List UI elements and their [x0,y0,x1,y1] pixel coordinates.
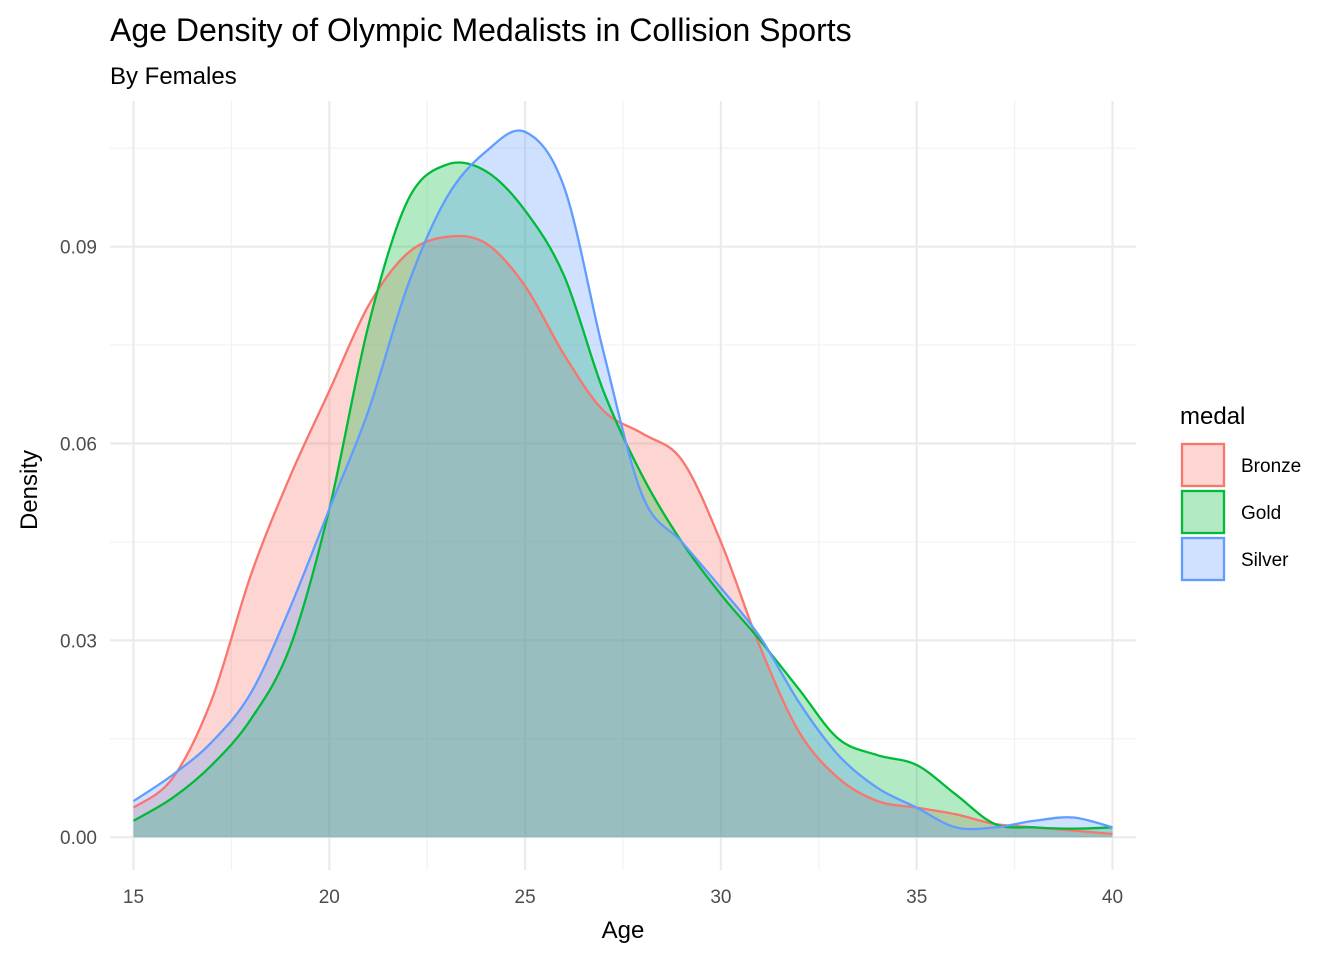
axis-ticks: 15 20 25 30 35 40 0.00 0.03 0.06 0.09 [60,238,1123,908]
legend-label-silver: Silver [1241,550,1289,571]
y-tick-label: 0.09 [60,238,97,259]
chart-subtitle: By Females [110,63,237,90]
x-tick-label: 20 [319,887,340,908]
y-axis-title: Density [16,450,43,530]
density-line-gold [132,161,1113,830]
density-area-silver [133,130,1113,838]
legend-title: medal [1180,403,1245,430]
density-area-bronze [133,235,1113,838]
density-area-gold [133,162,1113,838]
legend-swatch-bronze [1180,442,1226,488]
legend-label-gold: Gold [1241,503,1281,524]
x-tick-label: 25 [515,887,536,908]
legend-swatch-gold [1180,489,1226,535]
x-tick-label: 15 [123,887,144,908]
y-tick-label: 0.06 [60,435,97,456]
x-tick-label: 35 [906,887,927,908]
legend-swatch-silver [1180,536,1226,582]
plot-grid [110,101,1136,870]
x-tick-label: 30 [710,887,731,908]
x-tick-label: 40 [1102,887,1123,908]
density-areas [133,130,1113,838]
density-line-bronze [132,234,1113,836]
chart-title: Age Density of Olympic Medalists in Coll… [110,12,852,48]
y-tick-label: 0.00 [60,828,97,849]
density-line-silver [132,129,1113,831]
legend-label-bronze: Bronze [1241,456,1301,477]
y-tick-label: 0.03 [60,631,97,652]
density-lines [132,129,1113,836]
x-axis-title: Age [602,917,645,944]
legend: medal Bronze Gold Silver [1180,403,1301,582]
